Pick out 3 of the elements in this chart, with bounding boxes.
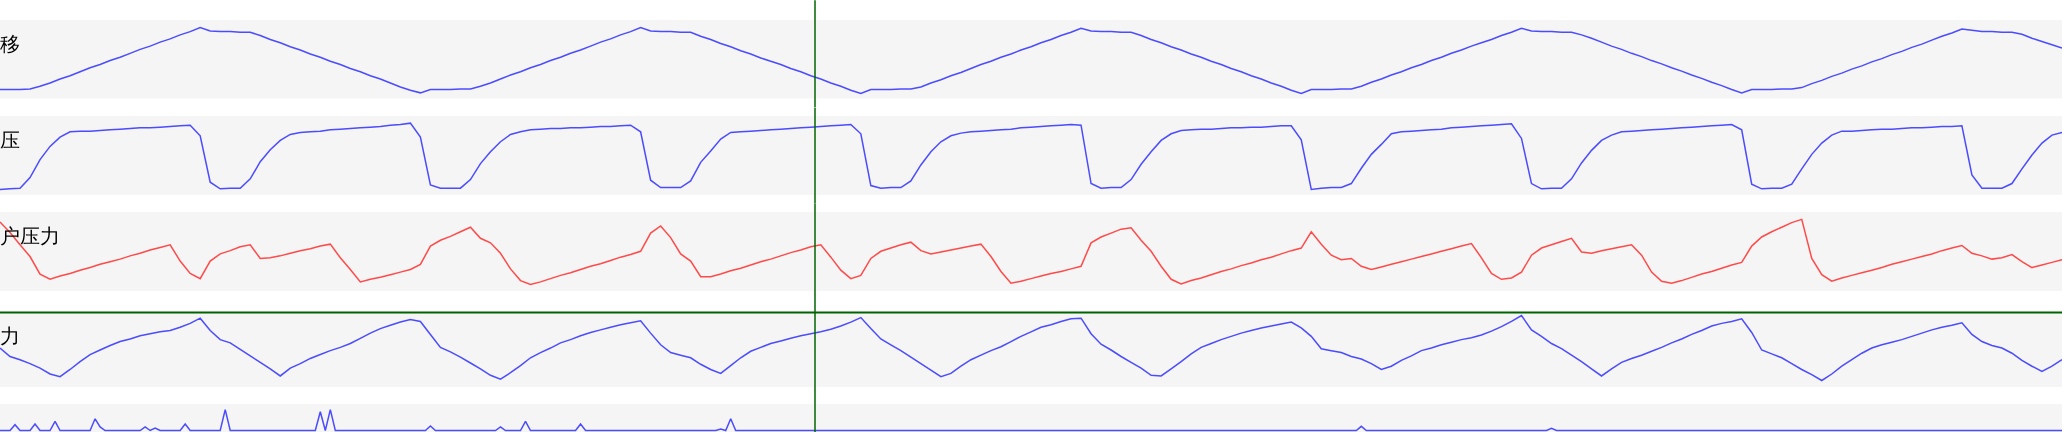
text: 力 (0, 324, 20, 348)
chart-title: 移 (0, 32, 20, 56)
chart-title: 压 (0, 128, 20, 152)
